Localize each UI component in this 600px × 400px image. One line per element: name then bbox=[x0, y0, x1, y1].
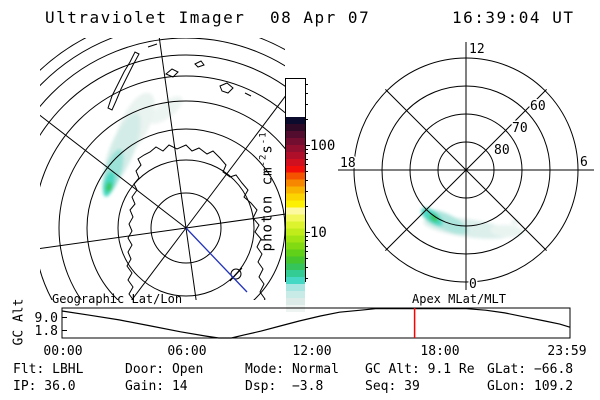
gc-alt-curve bbox=[61, 308, 571, 339]
time-label: 16:39:04 UT bbox=[452, 8, 575, 27]
status-mode: Mode: Normal bbox=[245, 362, 339, 377]
timeline-frame bbox=[61, 307, 571, 339]
antarctic-peninsula bbox=[107, 51, 140, 111]
x-tick-1200: 12:00 bbox=[292, 344, 332, 359]
status-flt: Flt: LBHL bbox=[13, 362, 84, 377]
x-tick-2359: 23:59 bbox=[547, 344, 587, 359]
colorbar-gradient bbox=[286, 117, 305, 319]
colorbar-unit-label: photon cm-2s-1 bbox=[259, 106, 276, 276]
status-gc-alt: GC Alt: 9.1 Re bbox=[365, 362, 475, 377]
apex-polar-plot: 12 18 6 0 60 70 80 bbox=[338, 41, 594, 294]
colorbar-tick-100: 100 bbox=[310, 138, 336, 154]
status-glon: GLon: 109.2 bbox=[487, 379, 574, 394]
status-glat: GLat: −66.8 bbox=[487, 362, 574, 377]
y-tick-1-8: 1.8 bbox=[34, 324, 58, 339]
x-tick-0600: 06:00 bbox=[167, 344, 207, 359]
spacecraft-track-line bbox=[185, 227, 248, 293]
unit-mid: s bbox=[259, 144, 276, 154]
colorbar-ticks bbox=[305, 78, 311, 280]
geographic-map bbox=[40, 38, 285, 300]
mlat-label-80: 80 bbox=[494, 143, 510, 158]
unit-exponent-2: -1 bbox=[258, 131, 269, 145]
status-seq: Seq: 39 bbox=[365, 379, 420, 394]
geographic-map-label: Geographic Lat/Lon bbox=[52, 292, 183, 306]
instrument-title: Ultraviolet Imager bbox=[45, 8, 246, 27]
mlt-label-12: 12 bbox=[469, 42, 485, 57]
status-door: Door: Open bbox=[125, 362, 204, 377]
coastline bbox=[107, 43, 266, 300]
mlt-label-6: 6 bbox=[580, 155, 588, 170]
mlat-label-70: 70 bbox=[512, 121, 528, 136]
y-tick-9: 9.0 bbox=[34, 311, 58, 326]
date-label: 08 Apr 07 bbox=[270, 8, 371, 27]
x-tick-0000: 00:00 bbox=[43, 344, 83, 359]
meridian-grid bbox=[40, 38, 285, 300]
mlt-label-0: 0 bbox=[469, 277, 477, 292]
status-gain: Gain: 14 bbox=[125, 379, 188, 394]
mlt-label-18: 18 bbox=[340, 156, 356, 171]
apex-plot-label: Apex MLat/MLT bbox=[412, 292, 506, 306]
gc-alt-timeline bbox=[61, 307, 571, 339]
colorbar bbox=[285, 78, 306, 319]
timeline-y-axis-label: GC Alt bbox=[11, 298, 27, 346]
mlat-label-60: 60 bbox=[530, 99, 546, 114]
x-tick-1800: 18:00 bbox=[420, 344, 460, 359]
latitude-grid bbox=[40, 38, 285, 300]
unit-base: photon cm bbox=[259, 166, 276, 252]
mlt-spokes bbox=[338, 42, 594, 290]
colorbar-tick-10: 10 bbox=[310, 225, 327, 241]
aurora-arc-apex bbox=[421, 207, 524, 239]
status-ip: IP: 36.0 bbox=[13, 379, 76, 394]
unit-exponent: -2 bbox=[258, 153, 269, 167]
status-dsp: Dsp: −3.8 bbox=[245, 379, 324, 394]
